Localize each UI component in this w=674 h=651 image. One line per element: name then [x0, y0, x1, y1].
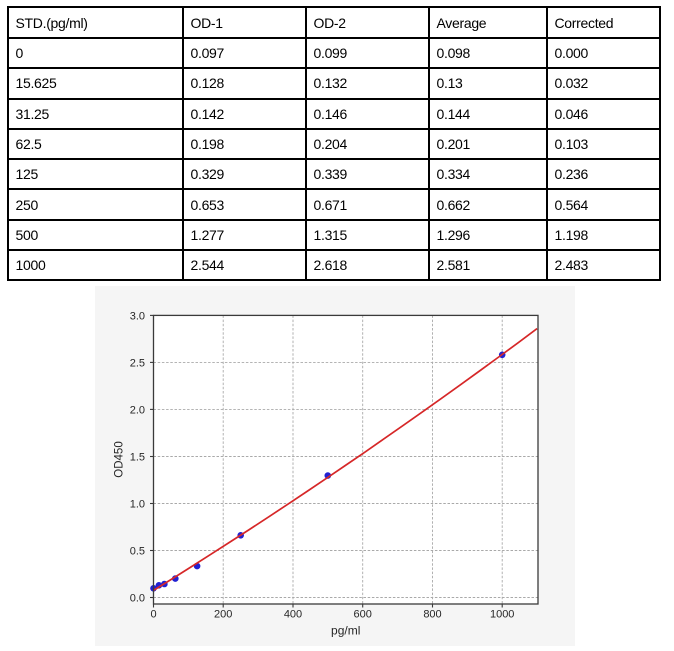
svg-text:3.0: 3.0 [130, 310, 145, 322]
svg-text:0.5: 0.5 [130, 545, 145, 557]
svg-text:0: 0 [150, 609, 156, 621]
svg-text:OD450: OD450 [114, 441, 126, 477]
svg-text:800: 800 [423, 609, 441, 621]
svg-text:600: 600 [354, 609, 372, 621]
svg-text:0.0: 0.0 [130, 592, 145, 604]
svg-text:1.5: 1.5 [130, 451, 145, 463]
svg-text:1000: 1000 [490, 609, 514, 621]
svg-text:2.5: 2.5 [130, 357, 145, 369]
svg-text:pg/ml: pg/ml [331, 624, 360, 638]
svg-text:400: 400 [284, 609, 302, 621]
svg-text:200: 200 [214, 609, 232, 621]
svg-text:1.0: 1.0 [130, 498, 145, 510]
svg-text:2.0: 2.0 [130, 404, 145, 416]
